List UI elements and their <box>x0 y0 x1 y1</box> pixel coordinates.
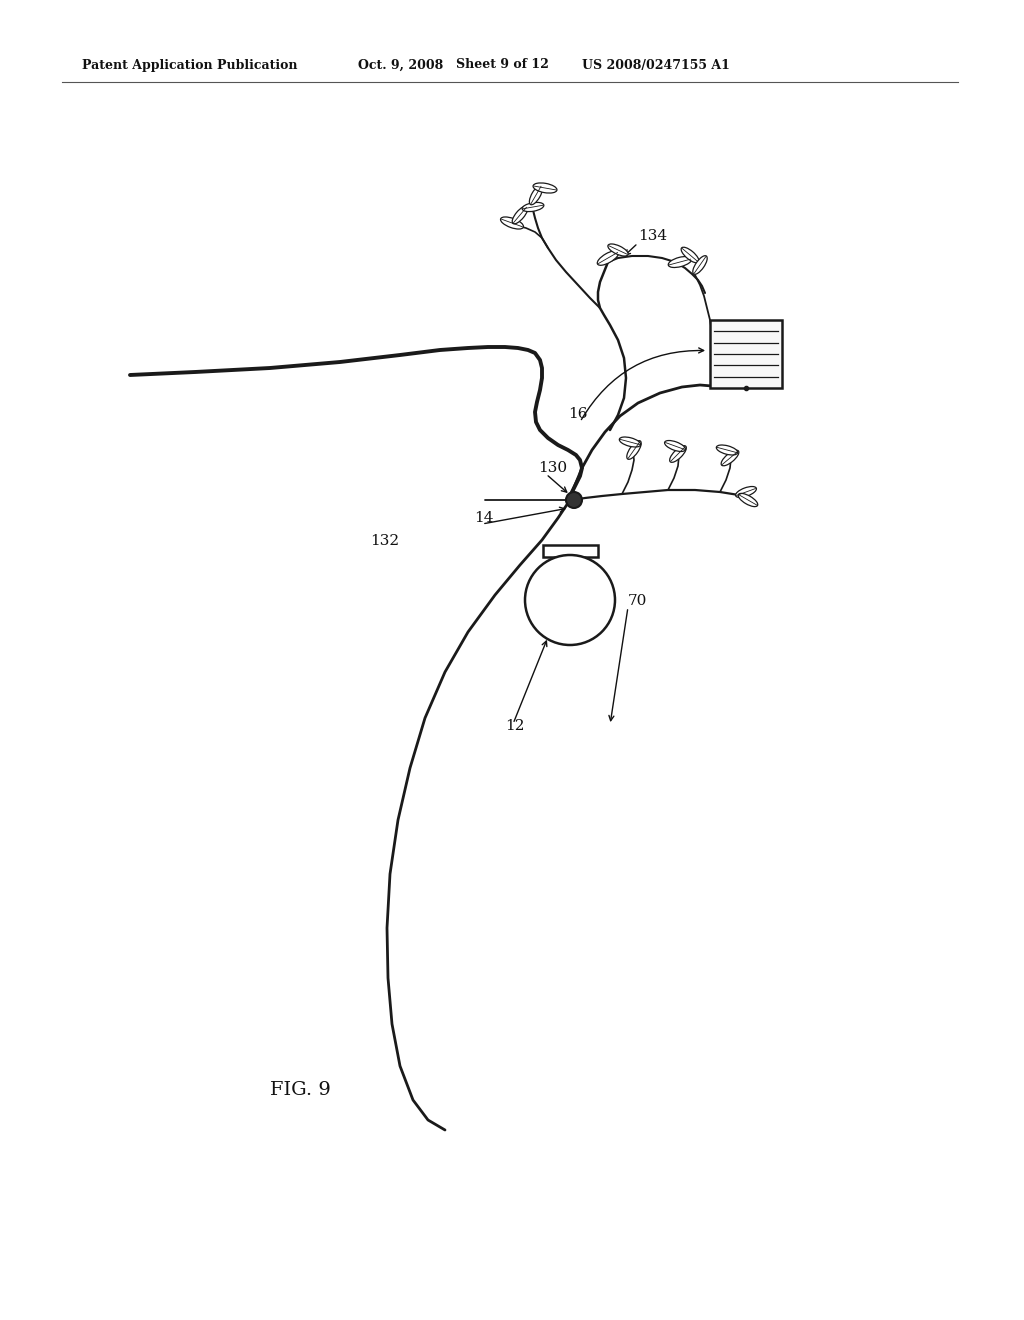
Ellipse shape <box>717 445 737 455</box>
Ellipse shape <box>681 247 698 263</box>
Text: 134: 134 <box>638 228 667 243</box>
Circle shape <box>566 492 582 508</box>
Bar <box>543 545 597 557</box>
Ellipse shape <box>735 487 757 498</box>
Ellipse shape <box>501 216 523 230</box>
Ellipse shape <box>608 244 628 256</box>
Text: Patent Application Publication: Patent Application Publication <box>82 58 298 71</box>
Ellipse shape <box>721 450 739 466</box>
Ellipse shape <box>670 446 686 462</box>
Text: 16: 16 <box>568 407 588 421</box>
Ellipse shape <box>534 183 557 193</box>
Ellipse shape <box>597 251 618 265</box>
Ellipse shape <box>512 206 527 224</box>
Ellipse shape <box>693 256 708 275</box>
Text: Oct. 9, 2008: Oct. 9, 2008 <box>358 58 443 71</box>
Text: FIG. 9: FIG. 9 <box>270 1081 331 1100</box>
Ellipse shape <box>627 441 641 459</box>
Ellipse shape <box>665 441 685 451</box>
Ellipse shape <box>522 202 544 211</box>
Ellipse shape <box>620 437 641 447</box>
Text: 130: 130 <box>538 461 567 475</box>
Circle shape <box>525 554 615 645</box>
Text: 132: 132 <box>370 535 399 548</box>
Bar <box>710 319 782 388</box>
Text: Sheet 9 of 12: Sheet 9 of 12 <box>456 58 549 71</box>
Ellipse shape <box>529 185 543 205</box>
Ellipse shape <box>738 494 758 507</box>
Text: 12: 12 <box>505 719 524 733</box>
Text: 14: 14 <box>474 511 494 525</box>
Text: 70: 70 <box>628 594 647 609</box>
Ellipse shape <box>669 256 692 268</box>
Text: US 2008/0247155 A1: US 2008/0247155 A1 <box>582 58 730 71</box>
